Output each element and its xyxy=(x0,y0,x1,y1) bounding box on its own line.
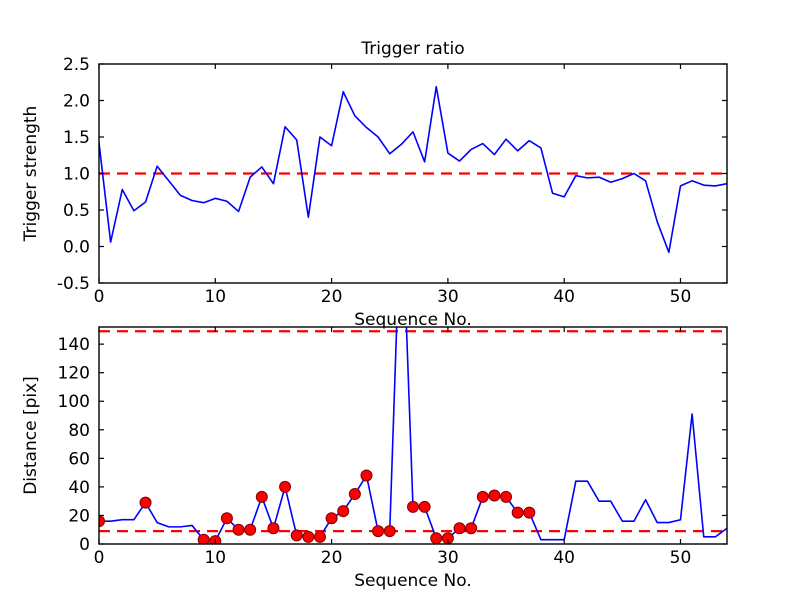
data-point-marker xyxy=(511,506,524,519)
y-tick-label: 80 xyxy=(68,421,90,441)
data-point-marker xyxy=(465,522,478,535)
y-tick-label: 2.0 xyxy=(63,92,90,112)
x-tick-label: 0 xyxy=(94,548,105,568)
x-tick-label: 20 xyxy=(321,548,343,568)
x-tick-label: 30 xyxy=(437,548,459,568)
data-point-marker xyxy=(255,490,268,503)
y-tick-label: -0.5 xyxy=(57,274,90,294)
data-point-marker xyxy=(313,530,326,543)
x-axis-label: Sequence No. xyxy=(354,310,471,330)
data-point-marker xyxy=(500,490,513,503)
data-point-marker xyxy=(523,506,536,519)
x-tick-label: 50 xyxy=(670,287,692,307)
data-point-marker xyxy=(418,500,431,513)
data-point-marker xyxy=(267,522,280,535)
x-tick-label: 40 xyxy=(553,548,575,568)
y-tick-label: 1.5 xyxy=(63,128,90,148)
x-tick-label: 40 xyxy=(553,287,575,307)
data-point-marker xyxy=(139,496,152,509)
y-tick-label: 60 xyxy=(68,449,90,469)
data-point-marker xyxy=(99,515,105,528)
y-axis-label: Trigger strength xyxy=(21,106,41,243)
data-point-marker xyxy=(453,522,466,535)
data-point-marker xyxy=(220,512,233,525)
axes-distance-pix: 0 10 20 30 40 50 0 20 40 60 80 100 120 140 Sequence No… xyxy=(21,326,728,591)
axes-trigger-ratio: 0 10 20 30 40 50 -0.5 0.0 0.5 1.0 1.5 2.0 2.5 Sequenc… xyxy=(21,39,728,330)
data-point-marker xyxy=(197,533,210,544)
plot-title: Trigger ratio xyxy=(360,39,464,59)
data-point-marker xyxy=(337,505,350,518)
x-tick-label: 10 xyxy=(204,287,226,307)
plot-frame xyxy=(98,326,728,545)
y-tick-label: 120 xyxy=(58,364,90,384)
data-point-marker xyxy=(325,512,338,525)
x-tick-label: 10 xyxy=(204,548,226,568)
x-tick-label: 0 xyxy=(94,287,105,307)
data-point-marker xyxy=(488,489,501,502)
y-tick-label: 0 xyxy=(79,535,90,555)
data-point-marker xyxy=(372,525,385,538)
y-tick-label: 0.5 xyxy=(63,201,90,221)
data-point-marker xyxy=(290,529,303,542)
y-tick-label: 40 xyxy=(68,478,90,498)
data-point-marker xyxy=(244,523,257,536)
y-tick-label: 100 xyxy=(58,392,90,412)
y-tick-label: 0.0 xyxy=(63,238,90,258)
y-axis-label: Distance [pix] xyxy=(21,376,41,495)
data-series-line xyxy=(99,85,727,254)
data-point-marker xyxy=(348,488,361,501)
data-series-line xyxy=(99,327,727,542)
x-tick-label: 50 xyxy=(670,548,692,568)
data-point-marker xyxy=(430,532,443,544)
data-point-marker xyxy=(279,480,292,493)
data-point-marker xyxy=(360,469,373,482)
data-point-marker xyxy=(302,530,315,543)
y-tick-label: 1.0 xyxy=(63,165,90,185)
x-tick-label: 20 xyxy=(321,287,343,307)
data-point-marker xyxy=(476,490,489,503)
x-tick-label: 30 xyxy=(437,287,459,307)
data-point-marker xyxy=(232,523,245,536)
y-tick-label: 20 xyxy=(68,506,90,526)
data-point-marker xyxy=(407,500,419,513)
y-tick-label: 140 xyxy=(58,335,90,355)
data-point-marker xyxy=(383,525,396,538)
x-axis-label: Sequence No. xyxy=(354,571,471,591)
y-tick-label: 2.5 xyxy=(63,55,90,75)
